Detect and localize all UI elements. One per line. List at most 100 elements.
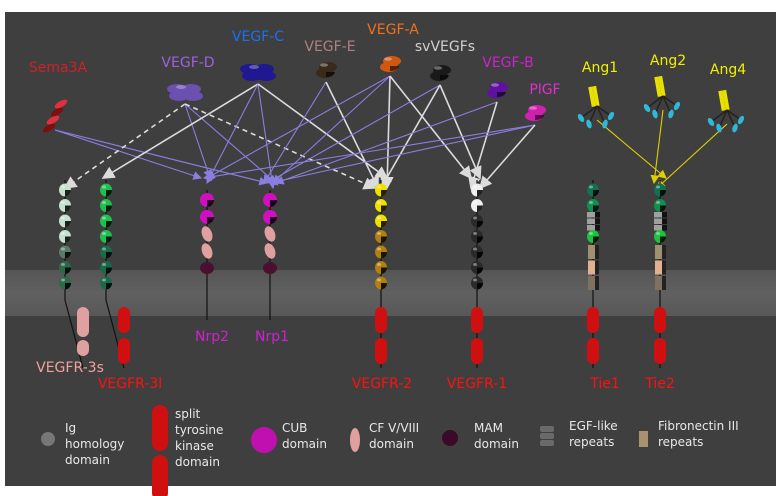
binding-arrow-vegfc-to-vegfr3l [101,83,259,179]
protein-icon [240,64,276,81]
ig-domain [59,183,71,197]
receptor-tie1: Tie1 [587,180,620,392]
binding-arrow-vegfd-to-nrp2 [184,103,212,180]
protein-icon [380,56,401,72]
legend-item-kinase: split tyrosine kinase domain [152,405,223,496]
egf-repeats-icon [540,426,554,446]
egf-repeats [587,212,600,231]
cf-domain [264,243,276,259]
kinase-domain-1 [587,307,599,333]
legend-label: repeats [658,435,703,449]
receptor-label: Nrp2 [195,329,229,345]
ig-domain [654,199,666,212]
ig-domain-icon [41,432,55,446]
receptor-vegfr3l: VEGFR-3l [98,180,162,392]
ligand-label: VEGF-D [161,55,214,71]
egf-repeats [654,212,667,231]
receptor-label: VEGFR-3l [98,376,162,392]
kinase-domain-2 [587,338,599,364]
cell-membrane [5,270,776,316]
ligand-label: VEGF-A [367,22,419,38]
legend-item-fn: Fibronectin III repeats [639,419,739,449]
binding-arrow-sema3a-to-nrp2 [54,129,203,180]
receptor-tie2: Tie2 [644,180,675,392]
legend-label: MAM [474,421,503,435]
kinase-domain-1 [77,307,89,337]
binding-arrow-vegfb-to-nrp1 [274,101,498,185]
mam-domain-icon [442,430,458,446]
ig-domain [100,214,112,228]
ig-domain [587,183,599,197]
ig-domain [59,199,71,212]
cub-domain [263,193,277,207]
ligand-vegfe: VEGF-E [304,39,356,78]
fibronectin-repeats [655,245,666,259]
ig-domain [100,230,112,243]
ligand-vegfb: VEGF-B [482,55,534,98]
kinase-domain-1 [471,307,483,333]
cf-domain [264,226,276,242]
protein-icon [487,82,508,98]
ligand-ang2: Ang2 [643,53,686,119]
receptor-label: VEGFR-3s [36,360,104,376]
transmembrane-stem [64,299,84,369]
binding-arrow-ang1-to-tie2 [596,119,667,179]
ligand-label: VEGF-B [482,55,533,71]
ig-domain [471,276,483,290]
ligand-label: VEGF-E [304,39,355,55]
ig-domain [59,214,71,228]
binding-arrow-svvegfs-to-vegfr2 [380,84,441,190]
legend-label: homology [65,437,124,451]
ligand-sema3a: Sema3A [29,60,88,133]
ligand-label: Ang2 [650,53,686,69]
kinase-domain-2 [471,338,483,364]
ig-domain [654,230,666,243]
binding-arrow-ang4-to-tie2 [656,123,728,189]
legend-label: domain [369,437,414,451]
ig-domain [471,199,483,212]
ig-domain [375,261,387,274]
ligand-label: PlGF [529,82,560,98]
cf-domain [201,243,213,259]
ig-domain [375,230,387,243]
ligand-plgf: PlGF [525,82,561,121]
receptor-nrp2: Nrp2 [195,190,229,345]
ligand-label: Ang1 [582,60,618,76]
ig-domain [59,230,71,243]
ig-domain [587,230,599,243]
protein-icon [167,84,203,101]
cub-domain [200,210,214,224]
protein-icon [577,85,615,129]
fibronectin-repeats [655,260,666,275]
receptor-vegfr1: VEGFR-1 [447,180,507,392]
fibronectin-repeats [588,276,599,290]
ig-domain [100,199,113,212]
kinase-domain-2 [77,340,89,356]
cub-domain [263,210,277,224]
ig-domain [471,261,483,274]
ig-domain [471,214,483,228]
legend-item-ig: Ig homology domain [41,421,124,467]
ligand-label: svVEGFs [415,39,475,55]
legend-label: split [175,407,201,421]
receptor-label: VEGFR-2 [352,376,412,392]
protein-icon [525,105,546,121]
ig-domain [471,245,483,259]
receptor-label: Nrp1 [255,329,289,345]
binding-arrow-vegfc-to-nrp2 [206,83,259,184]
ligand-vegfd: VEGF-D [161,55,215,101]
legend-label: domain [65,453,110,467]
kinase-domain-1 [375,307,387,333]
legend-item-cf: CF V/VIII domain [350,421,419,452]
cub-domain [200,193,214,207]
kinase-domain-1 [118,307,130,333]
binding-arrow-vegfe-to-nrp1 [263,81,327,184]
kinase-domain-1 [654,307,666,333]
binding-arrow-svvegfs-to-nrp1 [266,84,441,184]
binding-arrow-vegfa-to-nrp2 [206,75,391,179]
ligand-label: VEGF-C [232,29,284,45]
legend-label: Ig [65,421,76,435]
receptor-label: Tie2 [644,376,675,392]
ig-domain [375,214,387,228]
